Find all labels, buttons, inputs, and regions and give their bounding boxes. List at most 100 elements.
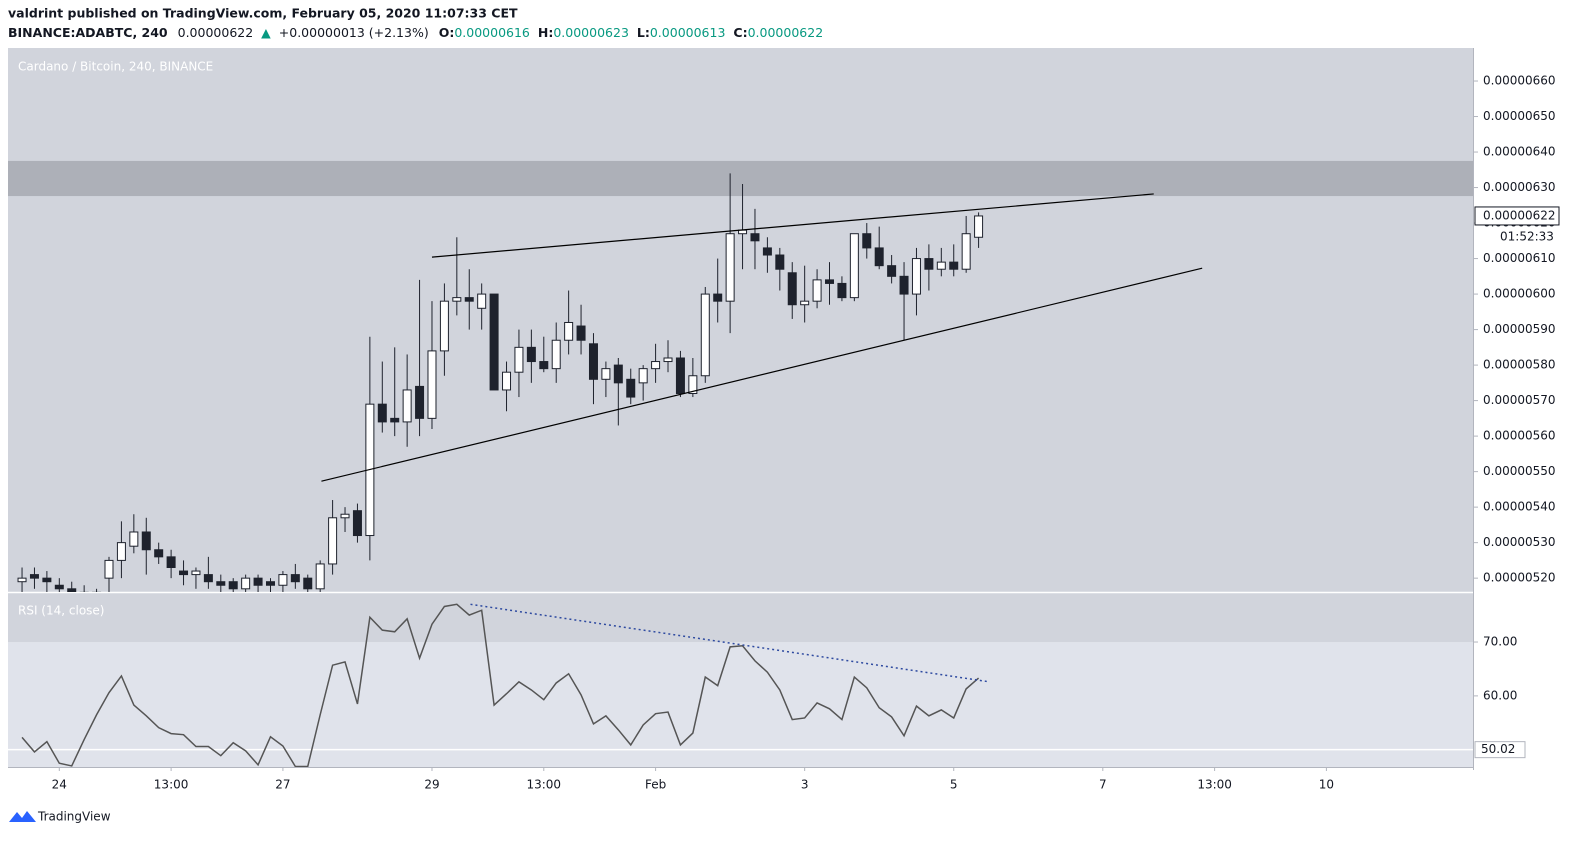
candle-body: [601, 368, 611, 380]
candle-body: [837, 282, 847, 299]
candle-body: [17, 577, 27, 583]
ohlc-value: 0.00000613: [650, 25, 726, 40]
candle-body: [452, 297, 462, 302]
candle-body: [526, 346, 536, 363]
y-tick-label: 0.00000550: [1483, 464, 1556, 478]
candle-body: [775, 254, 785, 270]
candle-body: [415, 385, 425, 419]
y-tick-label: 0.00000560: [1483, 429, 1556, 443]
candle-body: [203, 574, 213, 583]
candle-body: [812, 279, 822, 302]
candle-body: [216, 581, 226, 586]
ohlc-value: 0.00000623: [553, 25, 629, 40]
candle-body: [825, 279, 835, 284]
last-price-label: 0.00000622: [1483, 208, 1556, 222]
candle-body: [514, 346, 524, 373]
y-tick-label: 0.00000610: [1483, 251, 1556, 265]
candle-body: [800, 300, 810, 306]
candle-body: [303, 577, 313, 590]
candle-body: [539, 361, 549, 370]
candle-body: [626, 378, 636, 398]
arrow: ▲: [261, 25, 271, 40]
last-price-box: [1474, 206, 1560, 226]
x-tick-label: 7: [1099, 778, 1107, 792]
rsi-band: [8, 642, 1473, 767]
candle-body: [278, 574, 288, 586]
symbol: BINANCE:ADABTC, 240: [8, 25, 168, 40]
candle-body: [390, 417, 400, 423]
candle-body: [315, 563, 325, 590]
y-tick-label: 0.00000660: [1483, 74, 1556, 88]
x-tick-label: 24: [52, 778, 67, 792]
candle-body: [638, 368, 648, 384]
candle-body: [564, 321, 574, 341]
candle-body: [290, 574, 300, 583]
candle-body: [688, 375, 698, 395]
candle-body: [725, 233, 735, 302]
candle-body: [352, 510, 362, 537]
candle-body: [464, 297, 474, 302]
ohlc-label: L:: [637, 25, 650, 40]
candle-body: [651, 361, 661, 370]
candle-body: [899, 275, 909, 295]
y-tick-label: 0.00000530: [1483, 535, 1556, 549]
level-label: 50.02: [1481, 742, 1515, 756]
candle-body: [439, 300, 449, 352]
x-tick-label: 13:00: [526, 778, 561, 792]
candle-body: [588, 343, 598, 380]
candle-body: [887, 265, 897, 277]
candle-body: [328, 517, 338, 565]
trendline: [321, 267, 1203, 482]
candle-body: [675, 357, 685, 395]
candle-body: [129, 531, 139, 547]
candle-body: [862, 233, 872, 249]
candle-body: [787, 272, 797, 306]
candle-body: [911, 258, 921, 295]
candle-body: [477, 293, 487, 309]
candle-body: [713, 293, 723, 302]
price-pane: [8, 48, 1473, 592]
candle-body: [54, 584, 64, 590]
x-tick-label: Feb: [645, 778, 666, 792]
x-tick-label: 13:00: [1197, 778, 1232, 792]
y-tick-label: 0.00000600: [1483, 287, 1556, 301]
y-tick-label: 0.00000650: [1483, 109, 1556, 123]
x-tick-label: 13:00: [154, 778, 189, 792]
candle-body: [849, 233, 859, 299]
y-tick-label: 0.00000540: [1483, 500, 1556, 514]
candle-body: [924, 258, 934, 270]
x-tick-label: 10: [1319, 778, 1334, 792]
price-pane-title: Cardano / Bitcoin, 240, BINANCE: [18, 60, 213, 74]
level-box: [1474, 741, 1526, 759]
candle-body: [613, 364, 623, 384]
candle-body: [762, 247, 772, 256]
last: 0.00000622: [178, 25, 254, 40]
x-tick-label: 27: [275, 778, 290, 792]
author-line: valdrint published on TradingView.com, F…: [8, 6, 518, 21]
candle-body: [179, 570, 189, 576]
candle-body: [974, 215, 984, 238]
resistance-zone: [8, 160, 1473, 197]
y-tick-label: 0.00000590: [1483, 322, 1556, 336]
candle-body: [104, 559, 114, 579]
candle-body: [489, 293, 499, 391]
ohlc-label: C:: [733, 25, 747, 40]
candle-body: [663, 357, 673, 363]
x-tick-label: 29: [424, 778, 439, 792]
y-tick-label: 0.00000570: [1483, 393, 1556, 407]
x-tick-label: 3: [801, 778, 809, 792]
y-tick-label: 0.00000580: [1483, 358, 1556, 372]
candle-body: [42, 577, 52, 583]
ohlc-value: 0.00000622: [748, 25, 824, 40]
candle-body: [29, 574, 39, 579]
candle-body: [166, 556, 176, 568]
candle-body: [576, 325, 586, 341]
candle-body: [340, 513, 350, 519]
rsi-pane-title: RSI (14, close): [18, 604, 104, 618]
symbol-line: BINANCE:ADABTC, 240 0.00000622 ▲ +0.0000…: [8, 25, 823, 40]
ohlc-value: 0.00000616: [454, 25, 530, 40]
rsi-line: [21, 603, 980, 767]
candle-body: [402, 389, 412, 423]
candle-body: [427, 350, 437, 419]
